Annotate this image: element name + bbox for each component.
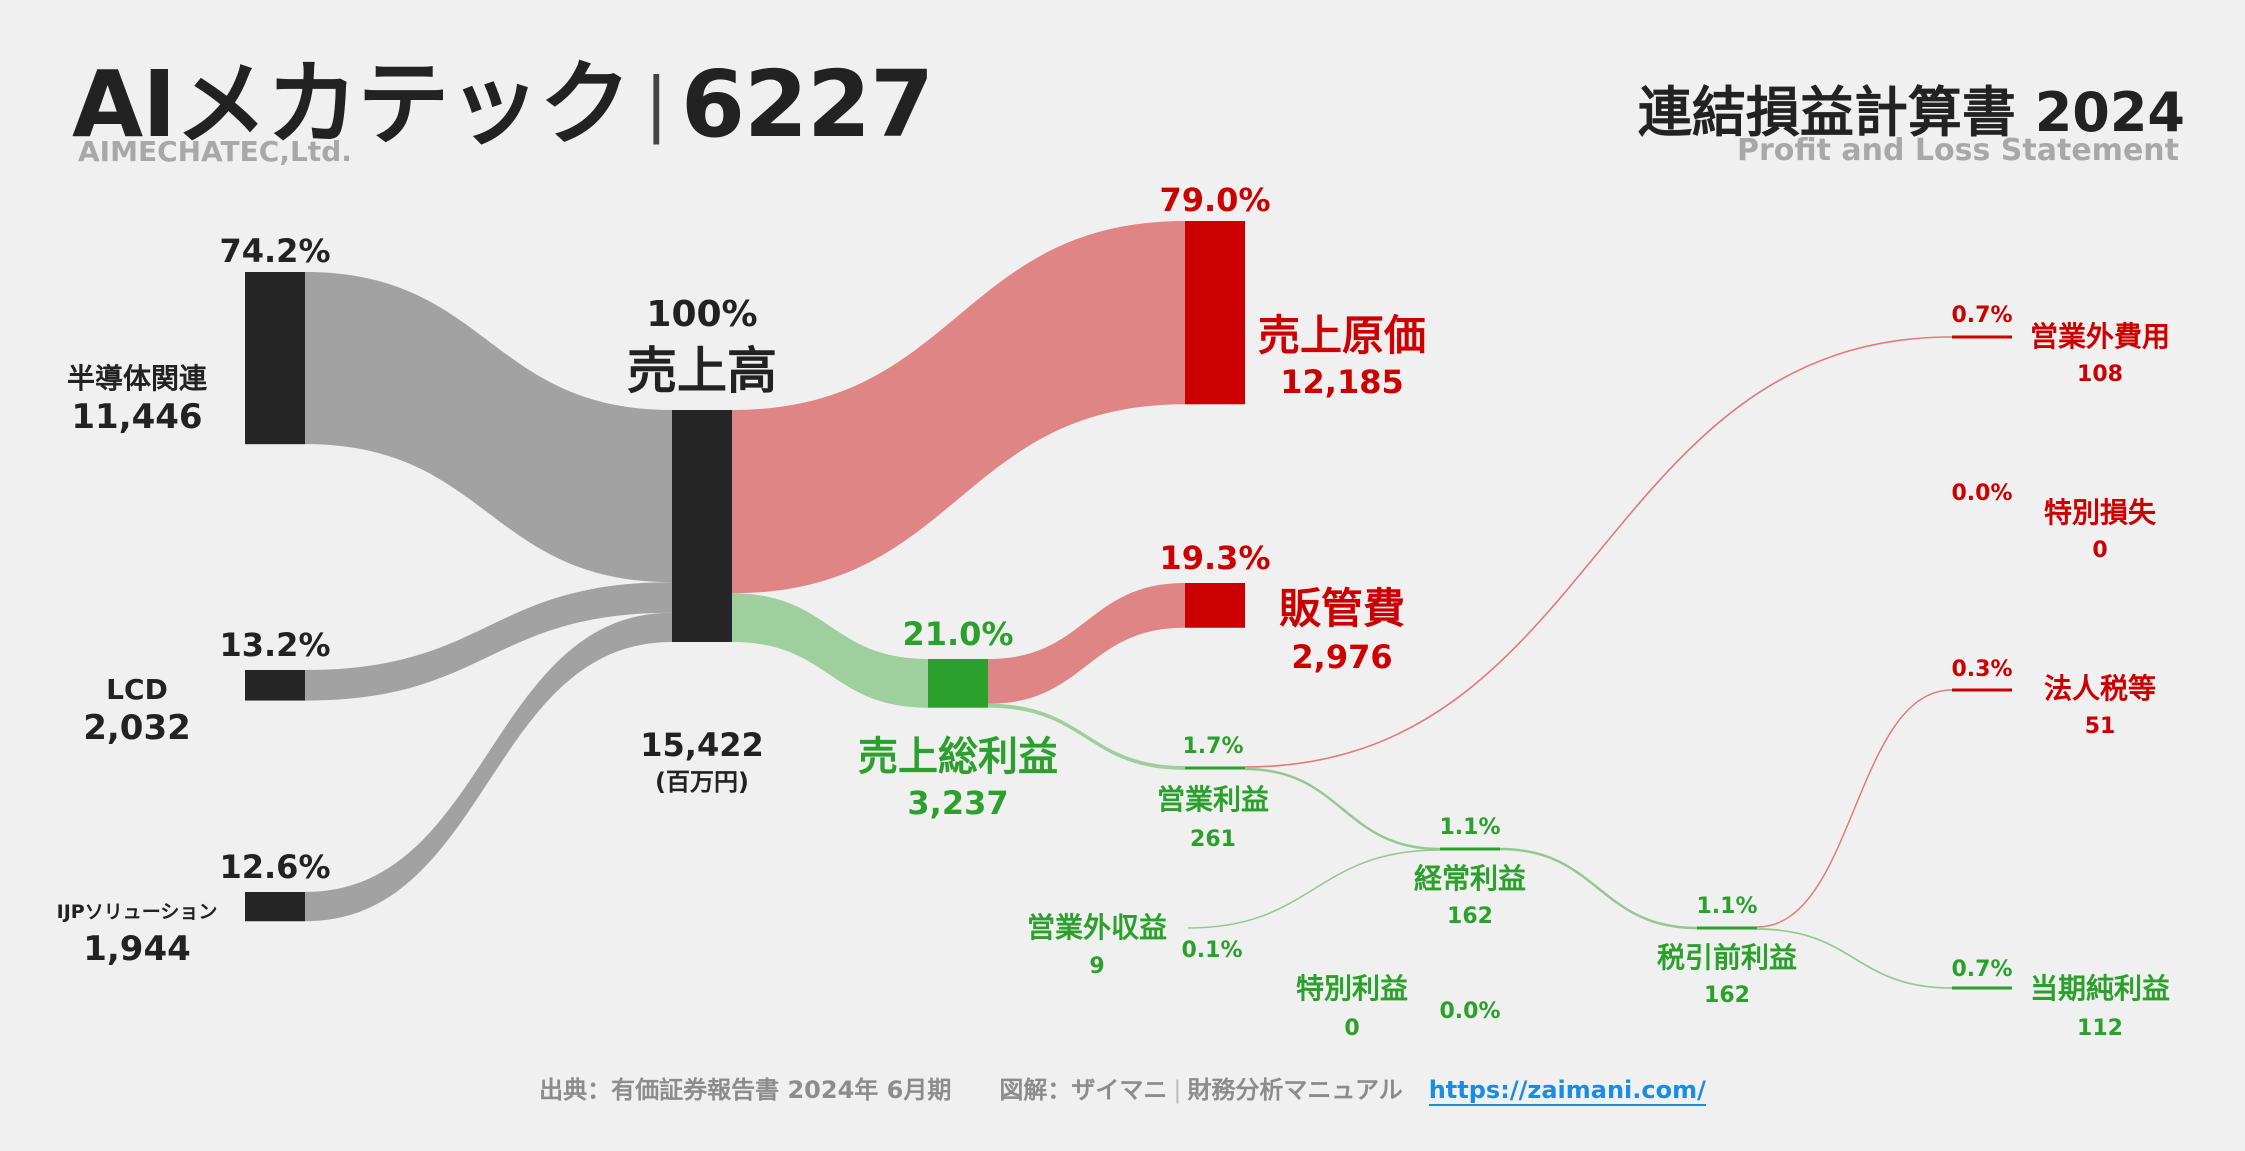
footer-site-name: 財務分析マニュアル	[1187, 1076, 1403, 1104]
name-label-pretax-profit: 税引前利益	[1657, 941, 1797, 974]
node-bar-seg2	[245, 670, 305, 701]
value-label-seg3: 1,944	[83, 929, 191, 969]
value-label-revenue: 15,422	[640, 726, 763, 764]
unit-label-revenue: (百万円)	[655, 768, 749, 796]
pct-label-cogs: 79.0%	[1159, 181, 1270, 219]
node-bar-gross-profit	[928, 659, 988, 708]
value-label-extraordinary-gain: 0	[1344, 1016, 1359, 1041]
name-label-tax: 法人税等	[2044, 672, 2156, 705]
pct-label-pretax-profit: 1.1%	[1696, 894, 1757, 919]
name-label-sga: 販管費	[1279, 584, 1405, 633]
name-label-nonop-expense: 営業外費用	[2030, 320, 2170, 353]
name-label-revenue: 売上高	[627, 342, 777, 400]
value-label-pretax-profit: 162	[1704, 983, 1750, 1008]
pct-label-seg2: 13.2%	[219, 626, 330, 664]
title-separator: |	[644, 63, 668, 145]
pct-label-sga: 19.3%	[1159, 539, 1270, 577]
statement-title: 連結損益計算書 2024	[1637, 81, 2185, 144]
node-bar-seg1	[245, 272, 305, 445]
name-label-extraordinary-loss: 特別損失	[2044, 496, 2157, 529]
footer-source: 出典：有価証券報告書 2024年 6月期	[539, 1076, 952, 1104]
name-label-seg2: LCD	[106, 673, 168, 706]
pct-label-revenue: 100%	[646, 294, 757, 335]
value-label-net-income: 112	[2077, 1016, 2123, 1041]
pct-label-net-income: 0.7%	[1951, 957, 2012, 982]
flow-op-to-ordinary	[1244, 767, 1441, 851]
value-label-extraordinary-loss: 0	[2092, 538, 2107, 563]
pct-label-tax: 0.3%	[1951, 657, 2012, 682]
flow-seg1-to-revenue	[305, 272, 672, 583]
name-label-ordinary-profit: 経常利益	[1414, 862, 1526, 895]
flow-op-to-nonop-expense	[1244, 336, 1953, 768]
value-label-gross-profit: 3,237	[907, 784, 1008, 822]
ticker-code: 6227	[681, 51, 934, 158]
company-name: AIメカテック	[72, 51, 631, 158]
node-bar-sga	[1185, 583, 1245, 628]
pct-label-operating-profit: 1.7%	[1182, 734, 1243, 759]
pct-label-seg3: 12.6%	[219, 848, 330, 886]
name-label-net-income: 当期純利益	[2030, 972, 2170, 1005]
flow-revenue-to-gross-profit	[732, 593, 928, 708]
flow-pretax-to-tax	[1756, 689, 1953, 928]
node-bar-seg3	[245, 892, 305, 922]
name-label-cogs: 売上原価	[1258, 311, 1426, 360]
footer-credit: 図解：ザイマニ	[999, 1076, 1168, 1104]
pct-label-extraordinary-gain: 0.0%	[1439, 999, 1500, 1024]
pct-label-extraordinary-loss: 0.0%	[1951, 481, 2012, 506]
flow-pretax-to-net	[1756, 928, 1953, 989]
value-label-ordinary-profit: 162	[1447, 904, 1493, 929]
value-label-seg2: 2,032	[83, 708, 191, 748]
company-english-name: AIMECHATEC,Ltd.	[78, 135, 352, 168]
pct-label-nonop-expense: 0.7%	[1951, 303, 2012, 328]
node-bar-revenue	[672, 410, 732, 642]
value-label-seg1: 11,446	[71, 397, 202, 437]
pct-label-gross-profit: 21.0%	[902, 615, 1013, 653]
value-label-operating-profit: 261	[1190, 827, 1236, 852]
statement-subtitle: Profit and Loss Statement	[1736, 133, 2179, 168]
name-label-seg1: 半導体関連	[67, 362, 208, 395]
value-label-nonop-expense: 108	[2077, 362, 2123, 387]
pct-label-nonop-income: 0.1%	[1181, 938, 1242, 963]
name-label-operating-profit: 営業利益	[1157, 783, 1269, 816]
flow-nonop-income-to-ordinary	[1187, 849, 1441, 929]
flow-gross-profit-to-operating-profit	[988, 703, 1185, 770]
value-label-nonop-income: 9	[1089, 954, 1104, 979]
company-title: AIメカテック | 6227	[72, 30, 934, 163]
flow-gross-profit-to-sga	[988, 583, 1185, 704]
footer-url-link[interactable]: https://zaimani.com/	[1428, 1076, 1706, 1106]
name-label-gross-profit: 売上総利益	[858, 734, 1058, 780]
value-label-tax: 51	[2085, 714, 2116, 739]
name-label-nonop-income: 営業外収益	[1027, 911, 1167, 944]
flow-revenue-to-cogs	[732, 221, 1185, 594]
pct-label-seg1: 74.2%	[219, 232, 330, 270]
flow-ordinary-to-pretax	[1499, 847, 1698, 930]
flow-seg2-to-revenue	[305, 582, 672, 701]
pct-label-ordinary-profit: 1.1%	[1439, 815, 1500, 840]
value-label-cogs: 12,185	[1280, 363, 1403, 401]
flow-seg3-to-revenue	[305, 612, 672, 922]
name-label-extraordinary-gain: 特別利益	[1296, 972, 1408, 1005]
node-bar-cogs	[1185, 221, 1245, 405]
footer: 出典：有価証券報告書 2024年 6月期 図解：ザイマニ | 財務分析マニュアル ht…	[0, 1070, 2245, 1106]
value-label-sga: 2,976	[1291, 638, 1392, 676]
name-label-seg3: IJPソリューション	[57, 901, 218, 923]
footer-separator: |	[1173, 1076, 1182, 1104]
